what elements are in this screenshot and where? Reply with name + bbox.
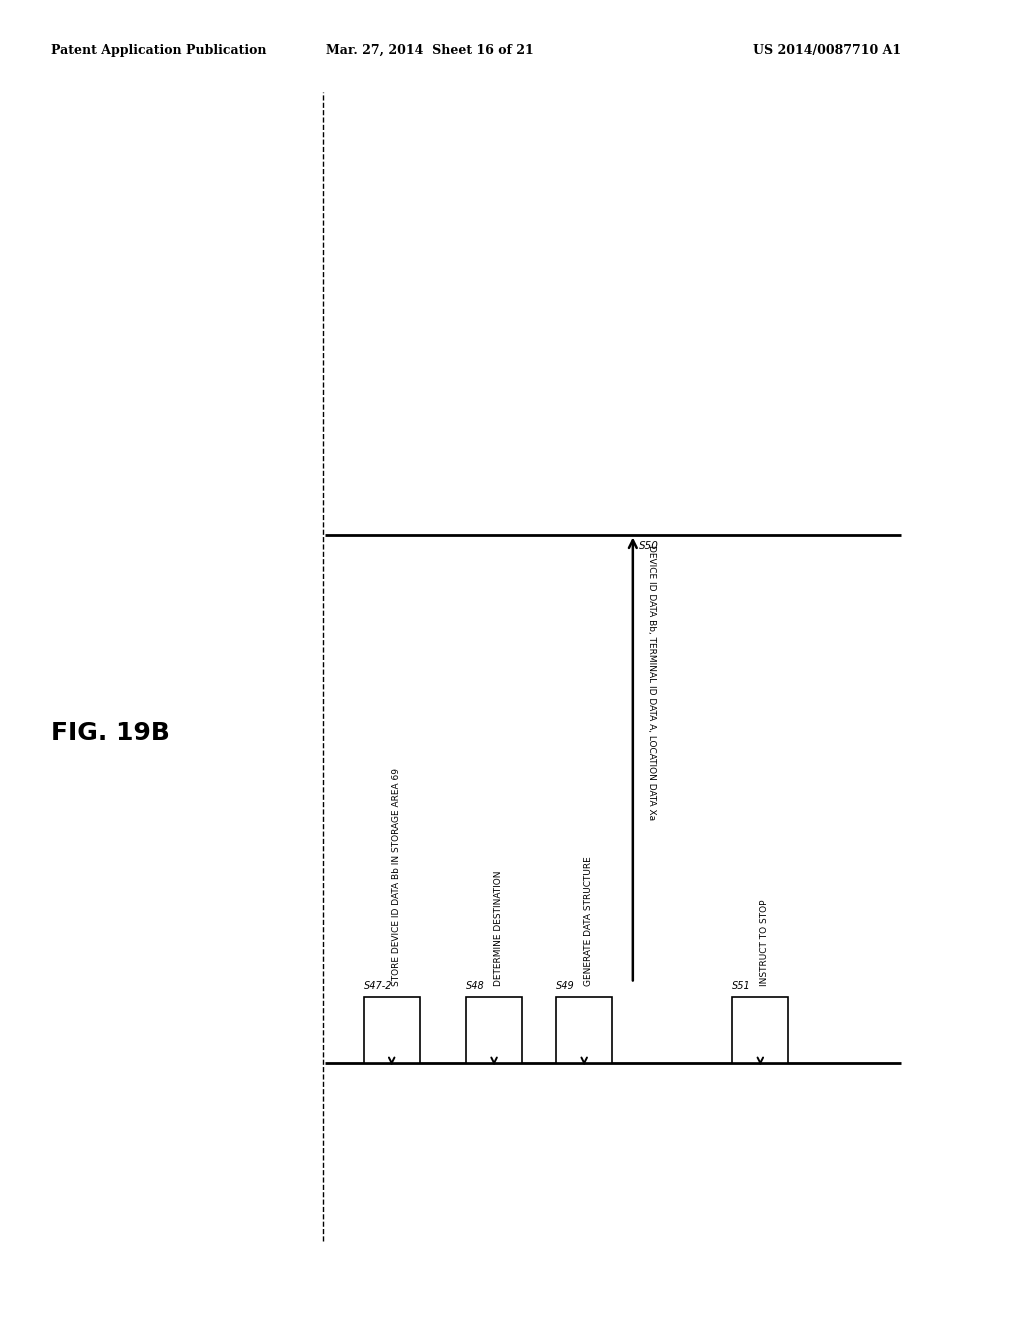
- Text: FIG. 19B: FIG. 19B: [51, 721, 170, 744]
- Text: US 2014/0087710 A1: US 2014/0087710 A1: [753, 44, 901, 57]
- Text: DETERMINE DESTINATION: DETERMINE DESTINATION: [495, 871, 503, 986]
- Text: S51: S51: [732, 981, 751, 991]
- Text: STORE DEVICE ID DATA Bb IN STORAGE AREA 69: STORE DEVICE ID DATA Bb IN STORAGE AREA …: [391, 768, 400, 986]
- Text: GENERATE DATA STRUCTURE: GENERATE DATA STRUCTURE: [584, 857, 593, 986]
- Text: INSTRUCT TO STOP: INSTRUCT TO STOP: [760, 899, 769, 986]
- Bar: [556, 997, 612, 1063]
- Bar: [732, 997, 788, 1063]
- Text: S48: S48: [466, 981, 484, 991]
- Text: Patent Application Publication: Patent Application Publication: [51, 44, 266, 57]
- Text: S47-2: S47-2: [364, 981, 392, 991]
- Text: S49: S49: [556, 981, 574, 991]
- Text: DEVICE ID DATA Bb, TERMINAL ID DATA A, LOCATION DATA Xa: DEVICE ID DATA Bb, TERMINAL ID DATA A, L…: [647, 545, 656, 820]
- Bar: [466, 997, 522, 1063]
- Text: Mar. 27, 2014  Sheet 16 of 21: Mar. 27, 2014 Sheet 16 of 21: [327, 44, 534, 57]
- Text: S50: S50: [639, 541, 658, 552]
- Bar: [364, 997, 420, 1063]
